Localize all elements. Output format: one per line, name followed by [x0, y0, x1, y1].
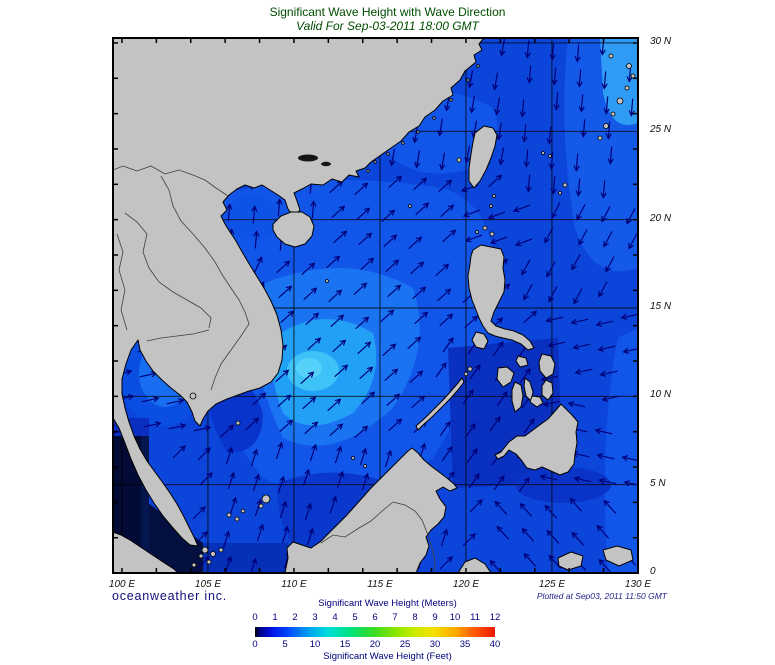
legend-meters-title: Significant Wave Height (Meters) [318, 598, 457, 609]
feet-tick-5: 5 [282, 639, 288, 650]
latitude-label-5n: 5 N [650, 477, 666, 489]
feet-tick-10: 10 [309, 639, 321, 650]
page-title: Significant Wave Height with Wave Direct… [269, 5, 506, 19]
map-plot-area [109, 37, 642, 576]
country-borders [112, 165, 436, 574]
longitude-label-115e: 115 E [367, 579, 393, 590]
meters-tick-1: 1 [272, 612, 278, 623]
valid-time-subtitle: Valid For Sep-03-2011 18:00 GMT [296, 19, 479, 33]
meters-tick-3: 3 [312, 612, 318, 623]
longitude-label-125e: 125 E [538, 579, 566, 590]
meters-tick-2: 2 [292, 612, 298, 623]
longitude-label-120e: 120 E [452, 579, 480, 590]
meters-tick-5: 5 [352, 612, 358, 623]
feet-tick-40: 40 [489, 639, 501, 650]
meters-tick-10: 10 [449, 612, 461, 623]
feet-tick-35: 35 [459, 639, 471, 650]
oceanweather-logo-text: oceanweather inc. [112, 589, 228, 603]
wave-height-colorbar [255, 627, 495, 637]
feet-tick-30: 30 [429, 639, 441, 650]
meters-tick-12: 12 [489, 612, 501, 623]
feet-tick-15: 15 [339, 639, 351, 650]
latitude-label-0: 0 [650, 565, 656, 577]
latitude-label-30n: 30 N [650, 36, 672, 47]
feet-tick-0: 0 [252, 639, 258, 650]
land-layer [112, 37, 636, 574]
longitude-label-110e: 110 E [281, 579, 307, 590]
meters-tick-7: 7 [392, 612, 398, 623]
map-frame-and-ticks [112, 37, 639, 574]
longitude-label-105e: 105 E [194, 579, 222, 590]
meters-tick-8: 8 [412, 612, 418, 623]
latitude-label-20n: 20 N [650, 212, 672, 224]
meters-tick-9: 9 [432, 612, 438, 623]
latitude-label-15n: 15 N [650, 300, 672, 312]
meters-tick-4: 4 [332, 612, 338, 623]
feet-tick-20: 20 [369, 639, 381, 650]
latitude-label-25n: 25 N [650, 124, 672, 136]
meters-tick-6: 6 [372, 612, 378, 623]
longitude-label-130e: 130 E [624, 579, 652, 590]
latitude-label-10n: 10 N [650, 389, 672, 401]
plotted-timestamp: Plotted at Sep03, 2011 11:50 GMT [536, 591, 667, 601]
meters-tick-11: 11 [470, 612, 480, 623]
feet-tick-25: 25 [399, 639, 411, 650]
meters-tick-0: 0 [252, 612, 258, 623]
wave-map [109, 37, 642, 576]
longitude-label-100e: 100 E [108, 579, 136, 590]
legend-feet-title: Significant Wave Height (Feet) [323, 651, 452, 662]
